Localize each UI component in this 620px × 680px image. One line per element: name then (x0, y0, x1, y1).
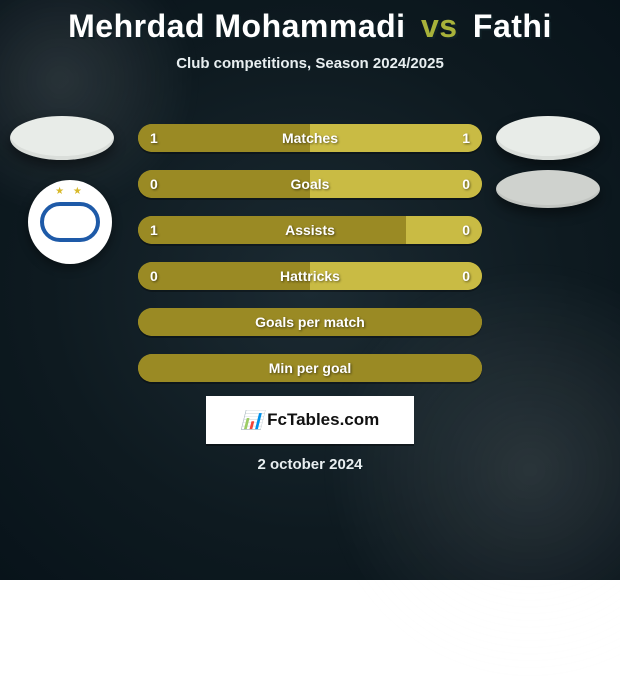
bar-value-left: 1 (138, 216, 170, 244)
fctables-logo: 📊 FcTables.com (206, 396, 414, 444)
bar-label: Assists (138, 216, 482, 244)
club-stars-icon: ★ ★ (28, 186, 112, 197)
logo-text: FcTables.com (267, 410, 379, 430)
bar-value-left: 0 (138, 262, 170, 290)
player2-name: Fathi (473, 8, 552, 44)
bar-label: Min per goal (138, 354, 482, 382)
player2-avatar (496, 116, 600, 160)
bar-label: Goals per match (138, 308, 482, 336)
player1-club-badge: ★ ★ (28, 180, 112, 264)
bar-value-right: 0 (450, 262, 482, 290)
bar-row: Hattricks0 0 (138, 262, 482, 290)
page-title: Mehrdad Mohammadi vs Fathi (0, 0, 620, 45)
bar-label: Goals (138, 170, 482, 198)
chart-icon: 📊 (241, 410, 261, 431)
bar-label: Hattricks (138, 262, 482, 290)
player1-name: Mehrdad Mohammadi (68, 8, 405, 44)
club-rings-icon (40, 202, 100, 242)
content-root: Mehrdad Mohammadi vs Fathi Club competit… (0, 0, 620, 580)
vs-label: vs (421, 8, 458, 44)
bar-row: Matches1 1 (138, 124, 482, 152)
bar-value-right: 0 (450, 170, 482, 198)
bar-row: Goals per match (138, 308, 482, 336)
bar-row: Assists1 0 (138, 216, 482, 244)
bar-value-right: 0 (450, 216, 482, 244)
player1-avatar (10, 116, 114, 160)
bar-row: Min per goal (138, 354, 482, 382)
snapshot-date: 2 october 2024 (0, 456, 620, 473)
bar-row: Goals0 0 (138, 170, 482, 198)
bar-value-left: 1 (138, 124, 170, 152)
bar-label: Matches (138, 124, 482, 152)
comparison-bars: Matches11Goals00Assists10Hattricks00Goal… (138, 124, 482, 400)
subtitle: Club competitions, Season 2024/2025 (0, 55, 620, 72)
player2-club-avatar (496, 170, 600, 208)
bar-value-right: 1 (450, 124, 482, 152)
bar-value-left: 0 (138, 170, 170, 198)
